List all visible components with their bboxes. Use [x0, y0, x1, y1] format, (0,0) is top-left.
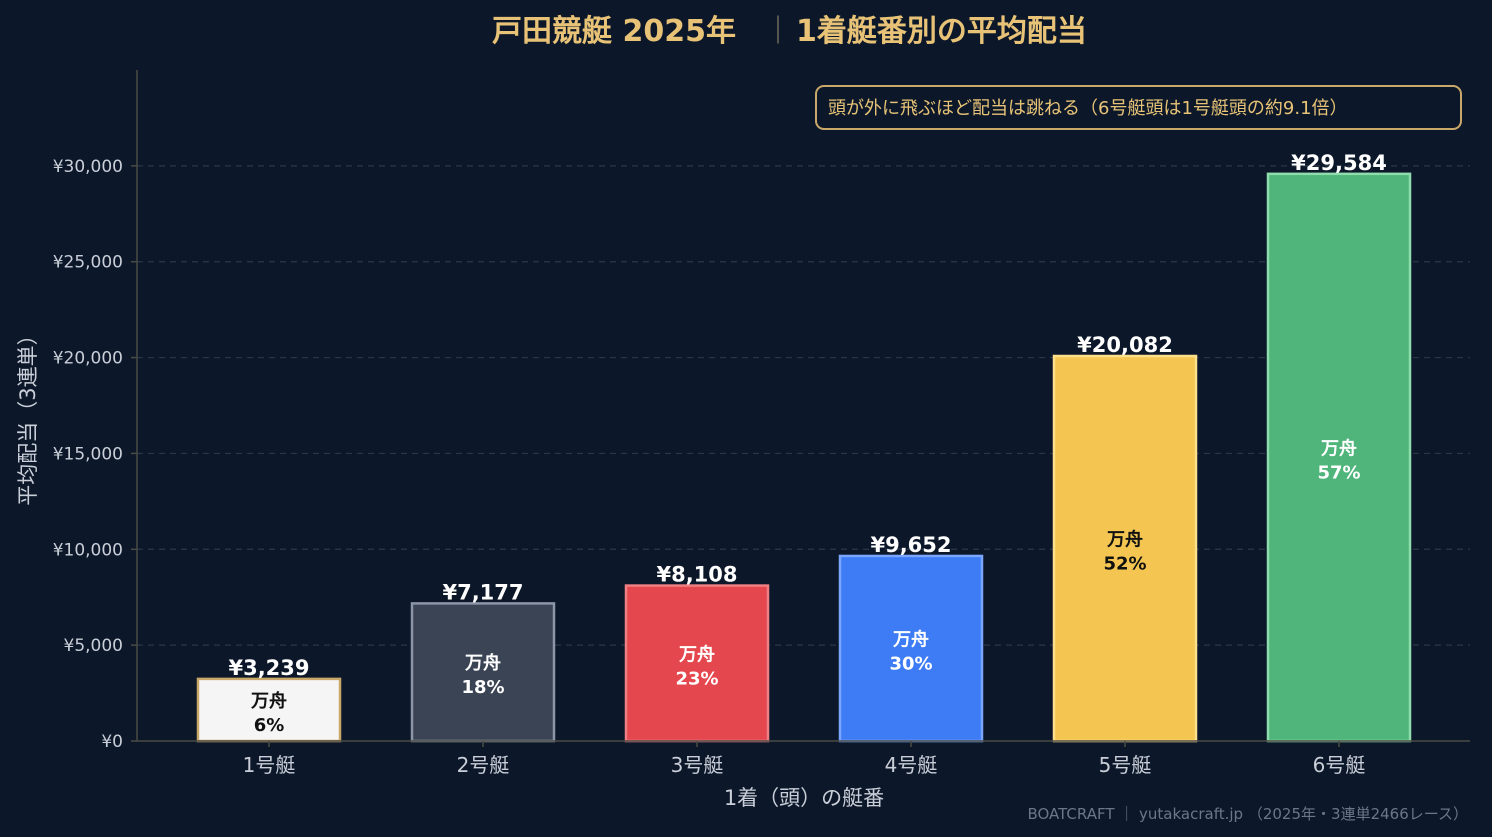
bar-inner-label: 万舟 — [678, 643, 715, 665]
annotation-box — [815, 85, 1462, 130]
y-tick-label: ¥25,000 — [53, 253, 123, 273]
bar-3 — [624, 584, 770, 743]
bar-2 — [410, 602, 556, 743]
bar-manshu-pct: 18% — [461, 677, 504, 698]
y-tick-label: ¥20,000 — [53, 349, 123, 369]
x-tick-label: 4号艇 — [885, 753, 938, 777]
y-tick-label: ¥5,000 — [64, 636, 123, 656]
x-tick-label: 3号艇 — [671, 753, 724, 777]
x-tick-label: 1号艇 — [243, 753, 296, 777]
bar-inner-label: 万舟 — [250, 690, 287, 712]
bar-value-label: ¥3,239 — [228, 656, 309, 680]
grid-lines — [137, 165, 1470, 646]
annotation-text: 頭が外に飛ぶほど配当は跳ねる（6号艇頭は1号艇頭の約9.1倍） — [828, 98, 1348, 119]
chart-subtitle: 1着艇番別の平均配当 — [796, 14, 1087, 49]
bar-value-label: ¥7,177 — [442, 580, 523, 604]
y-tick-label: ¥15,000 — [53, 444, 123, 464]
y-tick-label: ¥0 — [101, 732, 123, 752]
bar-value-label: ¥8,108 — [656, 563, 737, 587]
title-separator: ｜ — [764, 14, 792, 47]
bar-inner-label: 万舟 — [1106, 528, 1143, 550]
bar-inner-label: 万舟 — [464, 652, 501, 674]
x-tick-label: 5号艇 — [1099, 753, 1152, 777]
bar-manshu-pct: 30% — [889, 653, 932, 674]
bar-manshu-pct: 57% — [1317, 462, 1360, 483]
bar-4 — [838, 554, 984, 743]
chart-title: 戸田競艇 2025年 — [492, 14, 736, 49]
x-tick-label: 6号艇 — [1313, 753, 1366, 777]
y-tick-label: ¥30,000 — [53, 157, 123, 177]
bar-value-label: ¥20,082 — [1077, 333, 1173, 357]
footer-credit: BOATCRAFT ｜ yutakacraft.jp （2025年・3連単246… — [1027, 805, 1468, 823]
y-tick-label: ¥10,000 — [53, 540, 123, 560]
bars: ¥3,239 万舟 6% ¥7,177 万舟 18% ¥8,108 万舟 23% ¥9,652 万舟… — [196, 151, 1412, 743]
bar-manshu-pct: 52% — [1103, 553, 1146, 574]
bar-inner-label: 万舟 — [1320, 437, 1357, 459]
x-axis-label: 1着（頭）の艇番 — [724, 786, 884, 810]
y-axis-label: 平均配当（3連単） — [16, 324, 40, 505]
y-axis-ticks: ¥0 ¥5,000 ¥10,000 ¥15,000 ¥20,000 ¥25,000 ¥30,… — [53, 157, 137, 752]
bar-value-label: ¥9,652 — [870, 533, 951, 557]
bar-manshu-pct: 6% — [254, 715, 285, 736]
x-axis-ticks: 1号艇 2号艇 3号艇 4号艇 5号艇 6号艇 — [243, 741, 1366, 777]
x-tick-label: 2号艇 — [457, 753, 510, 777]
bar-value-label: ¥29,584 — [1291, 151, 1387, 175]
bar-manshu-pct: 23% — [675, 668, 718, 689]
bar-1 — [196, 677, 342, 743]
bar-inner-label: 万舟 — [892, 628, 929, 650]
